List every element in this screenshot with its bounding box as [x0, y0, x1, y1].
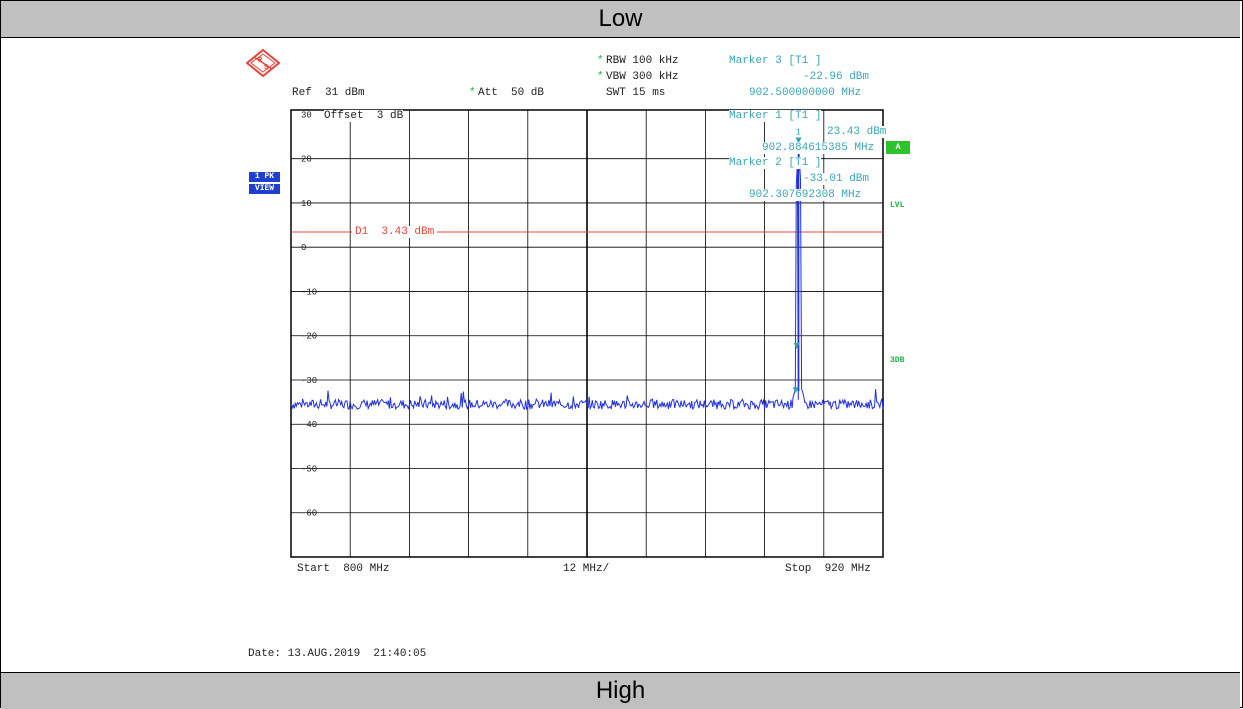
- marker2-level: -33.01 dBm: [803, 173, 870, 185]
- marker-2-triangle: [792, 387, 799, 394]
- trace-view-badge: VIEW: [249, 184, 280, 194]
- marker1-level: 23.43 dBm: [827, 126, 887, 138]
- y-tick-label: -60: [301, 509, 317, 519]
- header-low: Low: [1, 1, 1240, 38]
- marker1-freq: 902.884615385 MHz: [762, 142, 875, 154]
- y-tick-label: 30: [301, 110, 312, 120]
- marker1-title: Marker 1 [T1 ]: [729, 110, 822, 122]
- ref-label: Ref 31 dBm: [292, 87, 365, 99]
- y-tick-label: -20: [301, 332, 317, 342]
- lvl-indicator: LVL: [890, 201, 905, 210]
- marker3-level: -22.96 dBm: [803, 71, 870, 83]
- y-tick-label: 0: [301, 243, 306, 253]
- att-label: Att 50 dB: [478, 87, 545, 99]
- header-high: High: [1, 672, 1240, 709]
- rs-logo-icon: R S: [246, 49, 280, 77]
- rbw-star: *: [597, 55, 604, 67]
- swt-label: SWT 15 ms: [606, 87, 666, 99]
- svg-text:S: S: [264, 64, 268, 72]
- rbw-label: RBW 100 kHz: [606, 55, 679, 67]
- y-tick-label: -10: [301, 287, 317, 297]
- span-per-div-label: 12 MHz/: [563, 563, 610, 575]
- date-label: Date: 13.AUG.2019 21:40:05: [248, 648, 427, 660]
- trace-group: [290, 143, 884, 411]
- trace-a-box: A: [886, 141, 910, 154]
- y-tick-label: -40: [301, 420, 317, 430]
- stop-frequency-label: Stop 920 MHz: [785, 563, 871, 575]
- marker-group: 1: [792, 128, 802, 394]
- marker-1-label: 1: [796, 128, 801, 138]
- trace-mode-badge: 1 PK: [249, 172, 280, 182]
- start-frequency-label: Start 800 MHz: [297, 563, 390, 575]
- y-tick-label: -30: [301, 376, 317, 386]
- marker2-title: Marker 2 [T1 ]: [729, 157, 822, 169]
- marker2-freq: 902.307692308 MHz: [749, 189, 862, 201]
- grid: [290, 109, 884, 558]
- marker3-freq: 902.500000000 MHz: [749, 87, 862, 99]
- y-tick-label: 20: [301, 155, 312, 165]
- 3db-indicator: 3DB: [890, 356, 905, 365]
- marker-1-triangle: [795, 137, 802, 144]
- vbw-star: *: [597, 71, 604, 83]
- marker-3-triangle: [793, 342, 800, 349]
- display-line-label: D1 3.43 dBm: [352, 226, 438, 238]
- spectrum-trace: [290, 145, 884, 411]
- svg-text:R: R: [258, 57, 263, 65]
- offset-label: Offset 3 dB: [324, 110, 404, 122]
- y-tick-labels: 30 20 10 0 -10 -20 -30 -40 -50 -60: [301, 110, 317, 518]
- vbw-label: VBW 300 kHz: [606, 71, 679, 83]
- att-star: *: [469, 87, 476, 99]
- marker3-title: Marker 3 [T1 ]: [729, 55, 822, 67]
- y-tick-label: -50: [301, 464, 317, 474]
- y-tick-label: 10: [301, 199, 312, 209]
